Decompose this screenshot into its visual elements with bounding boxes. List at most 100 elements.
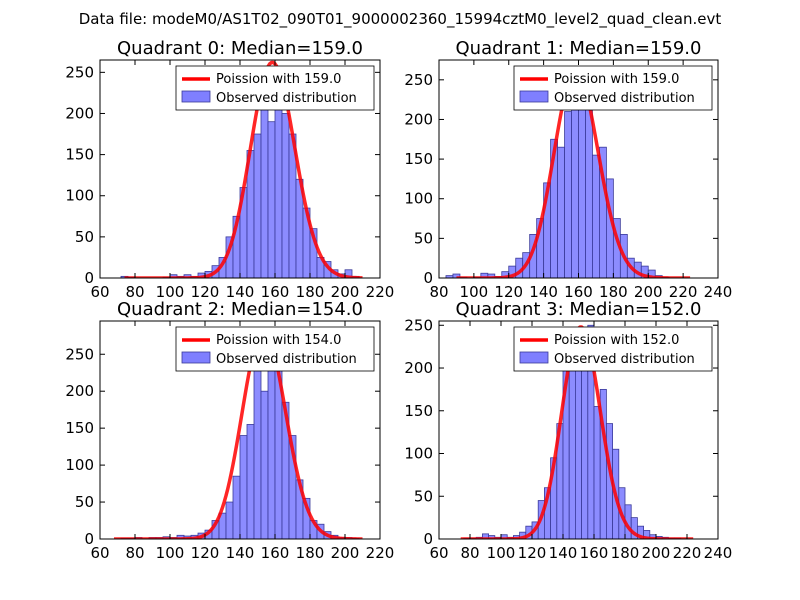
x-tick-label: 120 [494, 283, 523, 301]
x-tick-label: 100 [156, 544, 185, 562]
x-tick-label: 200 [331, 283, 360, 301]
legend-box [175, 326, 375, 372]
y-tick-label: 50 [75, 493, 94, 511]
histogram-bar [309, 228, 318, 278]
y-tick-label: 50 [414, 229, 433, 247]
legend-box [175, 65, 375, 111]
y-tick-label: 250 [65, 63, 94, 81]
x-tick-label: 140 [226, 283, 255, 301]
y-tick-label: 0 [423, 269, 433, 287]
quadrant-3-panel: 60 80 100 120 140 160 180 200 220 240050100150200… [404, 299, 732, 562]
histogram-bar [260, 390, 269, 539]
legend-hist-swatch [181, 351, 211, 364]
quadrant-0-plot-area [120, 60, 363, 278]
y-tick-label: 250 [404, 71, 433, 89]
x-tick-label: 100 [460, 283, 489, 301]
y-tick-label: 200 [404, 359, 433, 377]
quadrant-1-legend: Poission with 159.0 Observed distribution [513, 65, 713, 111]
y-tick-label: 0 [84, 530, 94, 548]
quadrant-3-legend: Poission with 152.0 Observed distribution [513, 326, 713, 372]
x-tick-label: 140 [549, 544, 578, 562]
x-tick-label: 160 [580, 544, 609, 562]
legend-hist-label: Observed distribution [216, 352, 357, 367]
x-tick-label: 60 [429, 544, 448, 562]
x-tick-label: 60 [90, 283, 109, 301]
poisson-curve [114, 328, 363, 539]
y-tick-label: 250 [404, 316, 433, 334]
poisson-curve [124, 60, 363, 278]
x-tick-label: 80 [125, 283, 144, 301]
legend-hist-label: Observed distribution [216, 91, 357, 106]
y-tick-label: 250 [65, 345, 94, 363]
histogram-bar [568, 341, 576, 539]
y-tick-label: 100 [65, 456, 94, 474]
x-tick-label: 200 [642, 544, 671, 562]
x-tick-label: 160 [261, 544, 290, 562]
x-tick-label: 180 [599, 283, 628, 301]
y-tick-label: 150 [404, 150, 433, 168]
quadrant-1-panel: 80 100 120 140 160 180 200 220 240 0 50 100 150 200 25… [404, 38, 732, 301]
legend-hist-swatch [519, 351, 549, 364]
legend-hist-swatch [519, 90, 549, 103]
x-tick-label: 60 [90, 544, 109, 562]
y-tick-label: 0 [423, 530, 433, 548]
y-tick-label: 200 [404, 110, 433, 128]
x-tick-label: 220 [366, 283, 395, 301]
y-tick-label: 200 [65, 104, 94, 122]
y-tick-label: 200 [65, 382, 94, 400]
y-tick-label: 150 [404, 402, 433, 420]
histogram-bar [564, 111, 572, 278]
quadrant-3-axes-frame [438, 320, 719, 540]
legend-poisson-label: Poission with 159.0 [216, 72, 341, 87]
y-tick-label: 50 [75, 228, 94, 246]
y-tick-label: 0 [84, 269, 94, 287]
y-tick-label: 100 [404, 190, 433, 208]
histogram-bar [581, 346, 589, 539]
legend-poisson-label: Poission with 154.0 [216, 333, 341, 348]
histogram-bar [592, 154, 600, 278]
legend-poisson-label: Poission with 159.0 [554, 72, 679, 87]
y-tick-label: 150 [65, 419, 94, 437]
x-tick-label: 180 [296, 544, 325, 562]
x-tick-label: 80 [125, 544, 144, 562]
histogram-bar [225, 501, 234, 539]
x-tick-label: 220 [673, 544, 702, 562]
quadrant-0-legend: Poission with 159.0 Observed distribution [175, 65, 375, 111]
x-tick-label: 120 [191, 283, 220, 301]
histogram-bar [253, 364, 262, 539]
quadrant-2-panel: 60 80 100 120 140 160 180 200 220 0 50 100 150 200 250… [65, 299, 394, 562]
x-tick-label: 120 [191, 544, 220, 562]
x-tick-label: 240 [704, 283, 733, 301]
y-tick-label: 50 [414, 487, 433, 505]
histogram-bar [232, 475, 241, 539]
histogram-bar [253, 133, 262, 278]
x-tick-label: 140 [226, 544, 255, 562]
x-tick-label: 140 [529, 283, 558, 301]
x-tick-label: 100 [487, 544, 516, 562]
y-tick-label: 150 [65, 146, 94, 164]
x-tick-label: 180 [296, 283, 325, 301]
legend-poisson-label: Poission with 152.0 [554, 333, 679, 348]
x-tick-label: 160 [564, 283, 593, 301]
histogram-bar [452, 273, 461, 278]
x-tick-label: 240 [704, 544, 733, 562]
x-tick-label: 200 [331, 544, 360, 562]
quadrant-0-title: Quadrant 0: Median=159.0 [117, 38, 363, 59]
legend-hist-label: Observed distribution [554, 91, 695, 106]
x-tick-label: 200 [634, 283, 663, 301]
histogram-bar [571, 87, 579, 278]
quadrant-2-legend: Poission with 154.0 Observed distribution [175, 326, 375, 372]
quadrant-0-panel: 60 80 100 120 140 160 180 200 220 0 50 100 150 200 250… [65, 38, 394, 301]
histogram-bar [578, 99, 586, 278]
x-tick-label: 80 [429, 283, 448, 301]
quadrant-panels: 60 80 100 120 140 160 180 200 220050100150200250… [65, 38, 732, 562]
figure-suptitle: Data file: modeM0/AS1T02_090T01_90000023… [79, 10, 722, 29]
x-tick-label: 180 [611, 544, 640, 562]
x-tick-label: 220 [366, 544, 395, 562]
legend-hist-label: Observed distribution [554, 352, 695, 367]
histogram-bar [267, 346, 276, 539]
x-tick-label: 80 [460, 544, 479, 562]
x-tick-label: 120 [518, 544, 547, 562]
legend-box [513, 65, 713, 111]
